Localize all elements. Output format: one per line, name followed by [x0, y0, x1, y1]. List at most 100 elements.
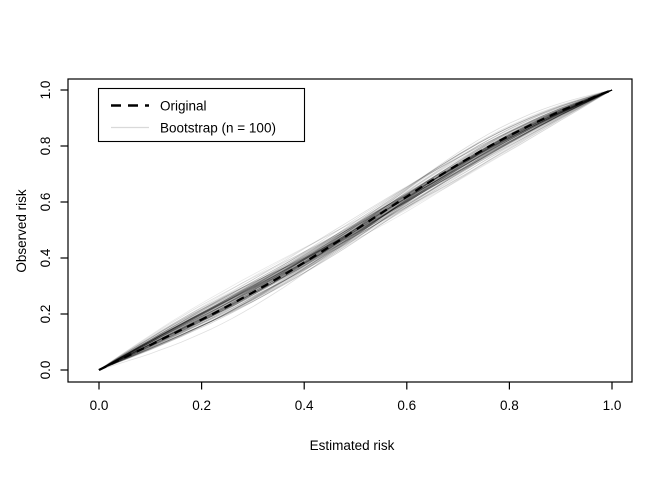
- bootstrap-curve-line: [98, 89, 613, 371]
- bootstrap-curve-line: [98, 89, 613, 371]
- bootstrap-curve-line: [98, 89, 613, 371]
- bootstrap-curve-line: [98, 89, 613, 371]
- original-curve-line: [98, 88, 613, 372]
- bootstrap-curve-line: [98, 89, 613, 371]
- bootstrap-curve-line: [98, 89, 613, 371]
- bootstrap-curve-line: [98, 89, 613, 371]
- bootstrap-curve-line: [98, 89, 613, 371]
- bootstrap-curve-line: [98, 89, 613, 371]
- bootstrap-curve-line: [98, 89, 613, 371]
- axes-group: 0.0 0.2 0.4 0.6 0.8 1.0 0.0 0.2 0.4 0.6 0.8 1.0: [38, 81, 621, 413]
- bootstrap-curve-line: [98, 89, 613, 371]
- bootstrap-curve-line: [98, 89, 613, 371]
- x-axis-tick-label: 0.4: [295, 398, 314, 413]
- bootstrap-curve-line: [98, 89, 613, 371]
- bootstrap-curve-line: [98, 89, 613, 371]
- bootstrap-curve-line: [98, 89, 613, 371]
- y-axis-tick-label: 0.6: [38, 193, 53, 212]
- bootstrap-curve-line: [98, 89, 613, 371]
- x-axis-title: Estimated risk: [310, 438, 395, 453]
- bootstrap-curve-line: [98, 89, 613, 371]
- bootstrap-curve-line: [98, 89, 613, 371]
- bootstrap-curve-line: [98, 89, 613, 371]
- y-axis-tick-label: 0.8: [38, 137, 53, 156]
- bootstrap-curve-line: [98, 89, 613, 371]
- original-curve-group: [98, 88, 613, 372]
- y-axis-tick-label: 0.2: [38, 305, 53, 324]
- bootstrap-curve-line: [98, 89, 613, 371]
- legend: Original Bootstrap (n = 100): [97, 87, 306, 143]
- bootstrap-curve-line: [98, 89, 613, 371]
- bootstrap-curve-line: [98, 89, 613, 371]
- legend-original-label: Original: [160, 99, 207, 114]
- bootstrap-curve-line: [98, 89, 613, 371]
- bootstrap-curve-line: [98, 89, 613, 371]
- bootstrap-curve-line: [98, 89, 613, 371]
- bootstrap-curve-line: [98, 89, 613, 371]
- bootstrap-curve-line: [98, 89, 613, 371]
- bootstrap-curve-line: [98, 89, 613, 371]
- bootstrap-curve-line: [98, 89, 613, 371]
- bootstrap-curve-line: [98, 89, 613, 371]
- bootstrap-curves-group: [98, 89, 613, 371]
- y-axis-tick-label: 1.0: [38, 81, 53, 100]
- bootstrap-curve-line: [98, 89, 613, 371]
- bootstrap-curve-line: [98, 89, 613, 371]
- legend-bootstrap-label: Bootstrap (n = 100): [160, 121, 276, 136]
- bootstrap-curve-line: [98, 89, 613, 371]
- bootstrap-curve-line: [98, 89, 613, 371]
- bootstrap-curve-line: [98, 89, 613, 371]
- bootstrap-curve-line: [98, 89, 613, 371]
- bootstrap-curve-line: [98, 89, 613, 371]
- bootstrap-curve-line: [98, 89, 613, 371]
- plot-border: [67, 78, 633, 383]
- bootstrap-curve-line: [98, 89, 613, 371]
- bootstrap-curve-line: [98, 89, 613, 371]
- bootstrap-curve-line: [98, 89, 613, 371]
- bootstrap-curve-line: [98, 89, 613, 371]
- x-axis-tick-label: 0.2: [192, 398, 211, 413]
- bootstrap-curve-line: [98, 89, 613, 371]
- bootstrap-curve-line: [98, 89, 613, 371]
- bootstrap-curve-line: [98, 89, 613, 371]
- bootstrap-curve-line: [98, 89, 613, 371]
- bootstrap-curve-line: [98, 89, 613, 371]
- bootstrap-curve-line: [98, 89, 613, 371]
- bootstrap-curve-line: [98, 89, 613, 371]
- bootstrap-curve-line: [98, 89, 613, 371]
- bootstrap-curve-line: [98, 89, 613, 371]
- bootstrap-curve-line: [98, 89, 613, 371]
- bootstrap-curve-line: [98, 89, 613, 371]
- bootstrap-curve-line: [98, 89, 613, 371]
- bootstrap-curve-line: [98, 89, 613, 371]
- bootstrap-curve-line: [98, 89, 613, 371]
- bootstrap-curve-line: [98, 89, 613, 371]
- bootstrap-curve-line: [98, 89, 613, 371]
- bootstrap-curve-line: [98, 89, 613, 371]
- bootstrap-curve-line: [98, 89, 613, 371]
- bootstrap-curve-line: [98, 89, 613, 371]
- bootstrap-curve-line: [98, 89, 613, 371]
- bootstrap-curve-line: [98, 89, 613, 371]
- bootstrap-curve-line: [98, 89, 613, 371]
- x-axis-tick-label: 0.8: [500, 398, 519, 413]
- bootstrap-curve-line: [98, 89, 613, 371]
- x-axis-tick-label: 0.0: [90, 398, 109, 413]
- y-axis-tick-label: 0.0: [38, 361, 53, 380]
- bootstrap-curve-line: [98, 89, 613, 371]
- bootstrap-curve-line: [98, 89, 613, 371]
- y-axis-tick-label: 0.4: [38, 248, 53, 267]
- y-axis-title: Observed risk: [14, 189, 29, 273]
- bootstrap-curve-line: [98, 89, 613, 371]
- bootstrap-curve-line: [98, 89, 613, 371]
- bootstrap-curve-line: [98, 89, 613, 371]
- x-axis-tick-label: 0.6: [397, 398, 416, 413]
- bootstrap-curve-line: [98, 89, 613, 371]
- x-axis-tick-label: 1.0: [603, 398, 622, 413]
- bootstrap-curve-line: [98, 89, 613, 371]
- bootstrap-curve-line: [98, 89, 613, 371]
- bootstrap-curve-line: [98, 89, 613, 371]
